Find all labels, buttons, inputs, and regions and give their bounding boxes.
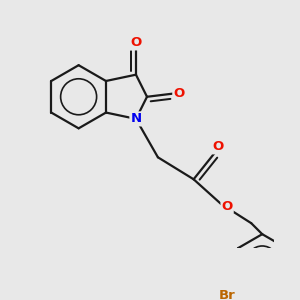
Text: Br: Br (219, 290, 236, 300)
Text: O: O (213, 140, 224, 153)
Text: O: O (130, 36, 142, 50)
Text: O: O (221, 200, 233, 213)
Text: N: N (130, 112, 142, 125)
Text: O: O (173, 87, 184, 100)
